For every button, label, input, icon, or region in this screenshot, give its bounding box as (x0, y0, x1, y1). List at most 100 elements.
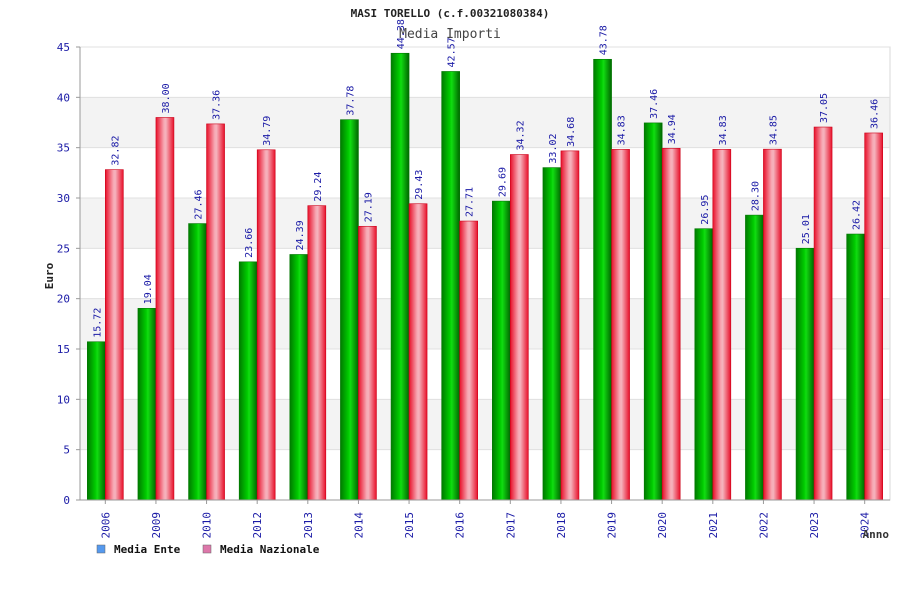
y-tick-label: 25 (57, 242, 70, 255)
x-tick-label: 2024 (859, 512, 872, 539)
x-tick-label: 2017 (504, 512, 517, 539)
data-label: 37.46 (649, 89, 660, 119)
bar-media-nazionale (408, 203, 428, 501)
x-tick-label: 2021 (707, 512, 720, 539)
data-label: 34.79 (262, 116, 273, 146)
bar-media-nazionale (813, 126, 833, 501)
x-tick-label: 2023 (808, 512, 821, 539)
bar-media-ente (340, 119, 359, 501)
bar-media-ente (593, 58, 612, 501)
data-label: 33.02 (548, 133, 559, 163)
y-tick-label: 45 (57, 41, 70, 54)
data-label: 26.42 (852, 200, 863, 230)
data-label: 38.00 (161, 83, 172, 113)
data-label: 26.95 (700, 195, 711, 225)
x-axis-label: Anno (863, 528, 890, 541)
y-axis-label: Euro (43, 262, 56, 289)
data-label: 37.36 (212, 90, 223, 120)
x-tick-label: 2009 (150, 512, 163, 539)
data-label: 29.43 (414, 170, 425, 200)
bar-media-nazionale (105, 169, 124, 501)
bar-media-nazionale (155, 117, 175, 501)
bar-media-nazionale (358, 225, 377, 501)
data-label: 27.19 (363, 192, 374, 222)
y-tick-label: 40 (57, 91, 70, 104)
x-tick-label: 2016 (454, 512, 467, 539)
legend-label-media-ente: Media Ente (114, 543, 181, 556)
data-label: 19.04 (143, 274, 154, 304)
bar-media-ente (846, 233, 865, 501)
data-label: 29.24 (313, 172, 324, 202)
data-label: 34.94 (667, 114, 678, 144)
data-label: 34.32 (515, 120, 526, 150)
data-label: 32.82 (110, 136, 121, 166)
data-label: 34.83 (617, 115, 628, 145)
data-label: 42.57 (447, 37, 458, 67)
x-tick-label: 2013 (302, 512, 315, 539)
y-tick-label: 15 (57, 343, 70, 356)
bar-media-ente (745, 214, 764, 501)
x-axis-ticks: 2006 2009 2010 2012 2013 2014 2015 2016 2017 2018… (99, 500, 872, 539)
legend: Media Ente Media Nazionale (96, 543, 320, 556)
x-tick-label: 2020 (656, 512, 669, 539)
x-tick-label: 2022 (757, 512, 770, 539)
data-label: 34.85 (768, 115, 779, 145)
bar-media-nazionale (864, 132, 883, 501)
y-tick-label: 5 (63, 444, 70, 457)
bar-media-ente (137, 308, 157, 501)
y-tick-label: 35 (57, 142, 70, 155)
chart-title: MASI TORELLO (c.f.00321080384) (351, 7, 550, 20)
bar-series-group (87, 52, 883, 501)
bar-media-ente (492, 200, 511, 501)
bar-media-nazionale (611, 149, 630, 501)
x-tick-label: 2019 (606, 512, 619, 539)
bar-media-ente (795, 247, 815, 501)
bar-media-ente (188, 223, 207, 501)
y-axis-ticks: 0 5 10 15 20 25 30 35 40 45 (57, 41, 80, 507)
bar-media-nazionale (256, 149, 276, 501)
data-label: 25.01 (801, 214, 812, 244)
data-label: 37.05 (819, 93, 830, 123)
data-label: 28.30 (750, 181, 761, 211)
x-tick-label: 2015 (403, 512, 416, 539)
data-label: 24.39 (295, 220, 306, 250)
x-tick-label: 2010 (201, 512, 214, 539)
x-tick-label: 2018 (555, 512, 568, 539)
y-tick-label: 20 (57, 293, 70, 306)
data-label: 34.68 (566, 117, 577, 147)
data-label: 23.66 (244, 228, 255, 258)
bar-media-nazionale (560, 150, 580, 501)
bar-media-nazionale (459, 220, 478, 501)
bar-media-ente (542, 167, 562, 501)
bar-media-nazionale (510, 154, 529, 501)
bar-media-ente (694, 228, 714, 501)
x-tick-label: 2014 (352, 512, 365, 539)
bar-media-ente (390, 52, 410, 501)
data-label: 44.38 (396, 19, 407, 49)
data-label: 15.72 (92, 308, 103, 338)
bar-media-ente (289, 254, 309, 501)
bar-media-nazionale (206, 123, 225, 501)
x-tick-label: 2012 (251, 512, 264, 539)
data-label: 27.71 (465, 187, 476, 217)
data-label: 43.78 (599, 25, 610, 55)
bar-media-ente (643, 122, 663, 501)
x-tick-label: 2006 (99, 512, 112, 539)
y-tick-label: 0 (63, 494, 70, 507)
bar-media-nazionale (763, 148, 782, 501)
plot-band (80, 47, 890, 98)
bar-media-nazionale (712, 149, 732, 501)
data-label: 27.46 (194, 189, 205, 219)
legend-swatch-media-ente (96, 544, 106, 554)
chart-subtitle: Media Importi (399, 27, 501, 42)
bar-media-nazionale (661, 147, 681, 501)
legend-swatch-media-nazionale (202, 544, 212, 554)
bar-media-ente (238, 261, 258, 501)
y-tick-label: 30 (57, 192, 70, 205)
bar-media-ente (87, 341, 106, 501)
data-label: 34.83 (718, 115, 729, 145)
value-labels: 15.72 32.82 19.04 38.00 27.46 37.36 23.66 34.79… (92, 19, 880, 338)
data-label: 37.78 (345, 86, 356, 116)
